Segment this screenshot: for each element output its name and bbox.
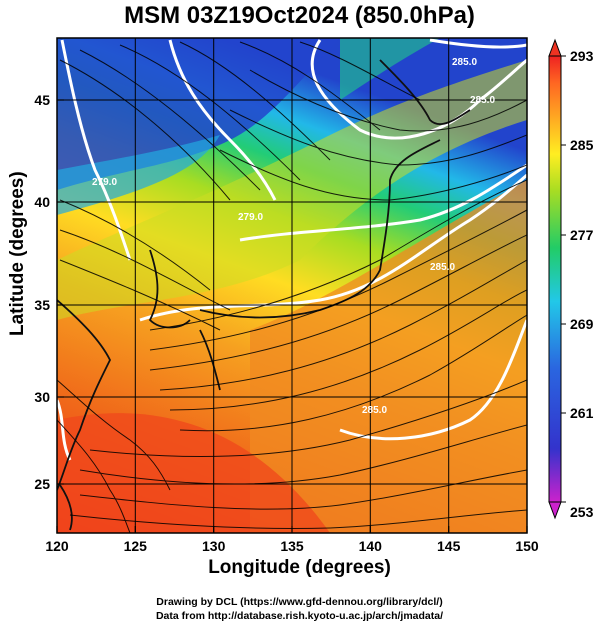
lat-lon-grid — [57, 38, 527, 533]
colorbar-max-arrow — [548, 38, 562, 57]
colorbar-label: 285 — [570, 137, 594, 153]
x-tick-label: 135 — [280, 538, 304, 554]
y-tick-label: 35 — [34, 297, 50, 313]
colorbar-label: 253 — [570, 504, 594, 520]
y-tick-label: 30 — [34, 389, 50, 405]
colorbar-min-arrow — [548, 501, 562, 520]
coastlines — [57, 59, 471, 531]
temperature-field: 279.0 279.0 285.0 285.0 285.0 285.0 — [57, 38, 527, 533]
x-tick-label: 150 — [515, 538, 539, 554]
x-tick-label: 140 — [359, 538, 383, 554]
drawing-credit: Drawing by DCL (https://www.gfd-dennou.o… — [156, 596, 443, 608]
map-title: MSM 03Z19Oct2024 (850.0hPa) — [124, 2, 475, 29]
contour-labels: 279.0 279.0 285.0 285.0 285.0 285.0 — [92, 57, 495, 416]
contour-label: 279.0 — [92, 177, 117, 188]
colorbar-label: 293 — [570, 48, 594, 64]
contour-label: 279.0 — [238, 212, 263, 223]
y-tick-label: 25 — [34, 476, 50, 492]
colorbar-label: 269 — [570, 316, 594, 332]
x-tick-label: 125 — [124, 538, 148, 554]
colorbar-scale — [548, 55, 562, 503]
contour-label: 285.0 — [470, 95, 495, 106]
contour-label: 285.0 — [452, 57, 477, 68]
x-tick-label: 120 — [45, 538, 69, 554]
colorbar-label: 277 — [570, 227, 594, 243]
x-tick-label: 145 — [437, 538, 461, 554]
y-tick-label: 45 — [34, 92, 50, 108]
isotherm-contours — [57, 38, 527, 461]
y-axis-label: Latitude (degrees) — [7, 171, 28, 336]
contour-label: 285.0 — [362, 405, 387, 416]
axis-ticks — [56, 99, 528, 533]
contour-label: 285.0 — [430, 262, 455, 273]
colorbar: 293 285 277 269 261 253 — [548, 38, 594, 520]
colorbar-label: 261 — [570, 405, 594, 421]
data-credit: Data from http://database.rish.kyoto-u.a… — [155, 610, 444, 622]
x-axis-label: Longitude (degrees) — [208, 557, 391, 578]
wind-streamlines — [57, 41, 527, 533]
x-tick-label: 130 — [202, 538, 226, 554]
y-tick-label: 40 — [34, 194, 50, 210]
